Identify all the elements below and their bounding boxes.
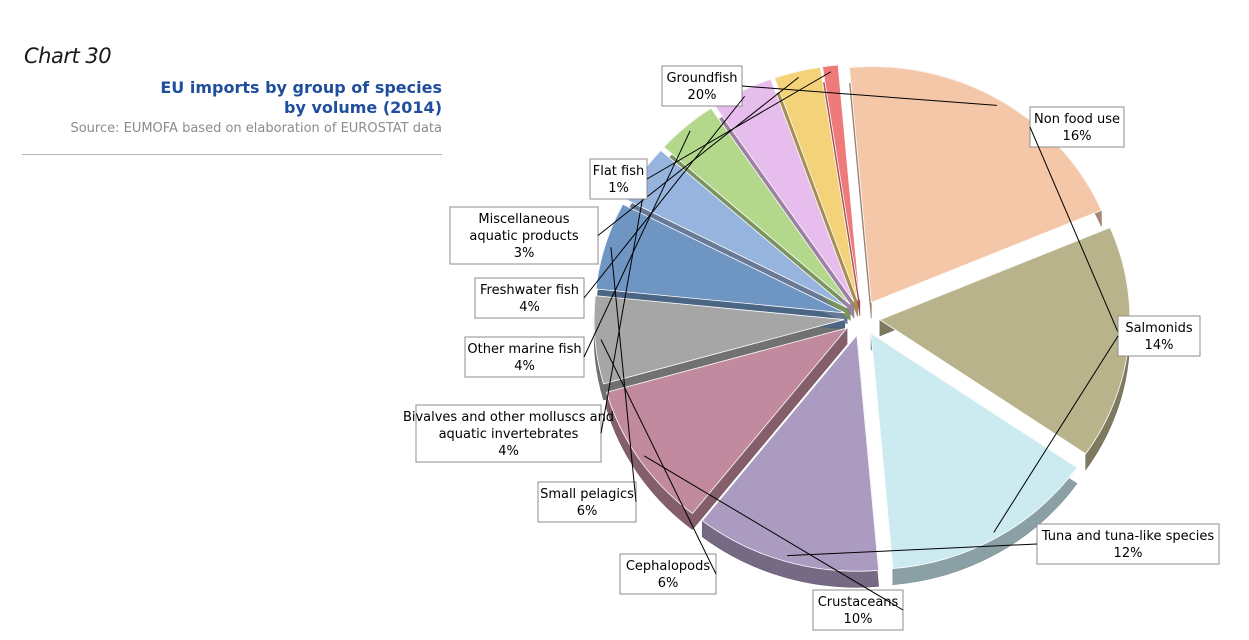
pie-slice — [849, 66, 1102, 304]
slice-leader-line — [993, 335, 1119, 533]
pie-slice — [701, 334, 880, 572]
pie-slice — [605, 327, 849, 515]
slice-label-name: Salmonids — [1125, 321, 1193, 336]
slice-label-value: 3% — [514, 246, 535, 261]
pie-slice — [822, 64, 861, 301]
slice-leader-line — [583, 130, 691, 358]
slice-label-value: 14% — [1145, 338, 1174, 353]
slice-label-value: 16% — [1063, 129, 1092, 144]
slice-label-name: Freshwater fish — [480, 283, 579, 298]
slice-label-name: Small pelagics — [540, 487, 634, 502]
slice-label-box — [661, 65, 743, 107]
slice-label-name: Groundfish — [666, 71, 737, 86]
chart-title-line-2: by volume (2014) — [284, 98, 442, 117]
slice-label-box — [537, 481, 637, 523]
slice-label-value: 4% — [519, 300, 540, 315]
slice-label-name: Cephalopods — [626, 559, 711, 574]
slice-label-box — [474, 277, 585, 319]
slice-label-value: 6% — [658, 576, 679, 591]
slice-label-box — [464, 336, 585, 378]
pie-slice — [870, 332, 1078, 570]
slice-label-value: 4% — [498, 444, 519, 459]
title-block: EU imports by group of species by volume… — [24, 78, 442, 136]
slice-label-name: Miscellaneous — [478, 212, 569, 227]
pie-tops — [593, 64, 1131, 572]
slice-label-value: 1% — [608, 181, 629, 196]
chart-title-line-1: EU imports by group of species — [160, 78, 442, 97]
slice-label-name: Other marine fish — [467, 342, 581, 357]
slice-leader-line — [1029, 126, 1124, 344]
slice-leader-line — [741, 85, 997, 106]
slice-label-name: aquatic invertebrates — [439, 427, 579, 442]
pie-slice — [663, 107, 851, 305]
pie-slice — [595, 203, 845, 314]
slice-label-name: Bivalves and other molluscs and — [403, 410, 614, 425]
title-divider — [22, 154, 442, 155]
slice-leader-line — [787, 543, 1038, 557]
slice-label-box — [1117, 315, 1201, 357]
slice-label-box — [812, 589, 904, 631]
slice-label-name: Tuna and tuna-like species — [1041, 529, 1215, 544]
slice-label-name: Crustaceans — [818, 595, 899, 610]
slice-label-value: 20% — [688, 88, 717, 103]
slice-label-box — [1036, 523, 1220, 565]
slice-label-value: 4% — [514, 359, 535, 374]
chart-source: Source: EUMOFA based on elaboration of E… — [70, 121, 442, 136]
slice-leader-line — [600, 339, 717, 575]
slice-label-box — [619, 553, 717, 595]
pie-labels: Groundfish 20% Non food use 16% Salmonids 14%… — [403, 65, 1220, 631]
slice-label-box — [1029, 106, 1125, 148]
slice-label-name: Non food use — [1034, 112, 1120, 127]
slice-leader-line — [600, 177, 647, 434]
slice-label-value: 6% — [577, 504, 598, 519]
slice-label-name: aquatic products — [469, 229, 578, 244]
slice-label-name: Flat fish — [593, 164, 645, 179]
slice-leader-line — [597, 76, 799, 236]
slice-label-value: 10% — [844, 612, 873, 627]
pie-slice — [593, 295, 845, 385]
slice-leader-line — [646, 71, 832, 180]
slice-leader-line — [644, 455, 904, 611]
slice-label-value: 12% — [1114, 546, 1143, 561]
pie-slice — [774, 66, 859, 301]
slice-label-box — [415, 404, 602, 463]
slice-leader-line — [583, 95, 746, 299]
chart-number: Chart 30 — [24, 44, 112, 68]
